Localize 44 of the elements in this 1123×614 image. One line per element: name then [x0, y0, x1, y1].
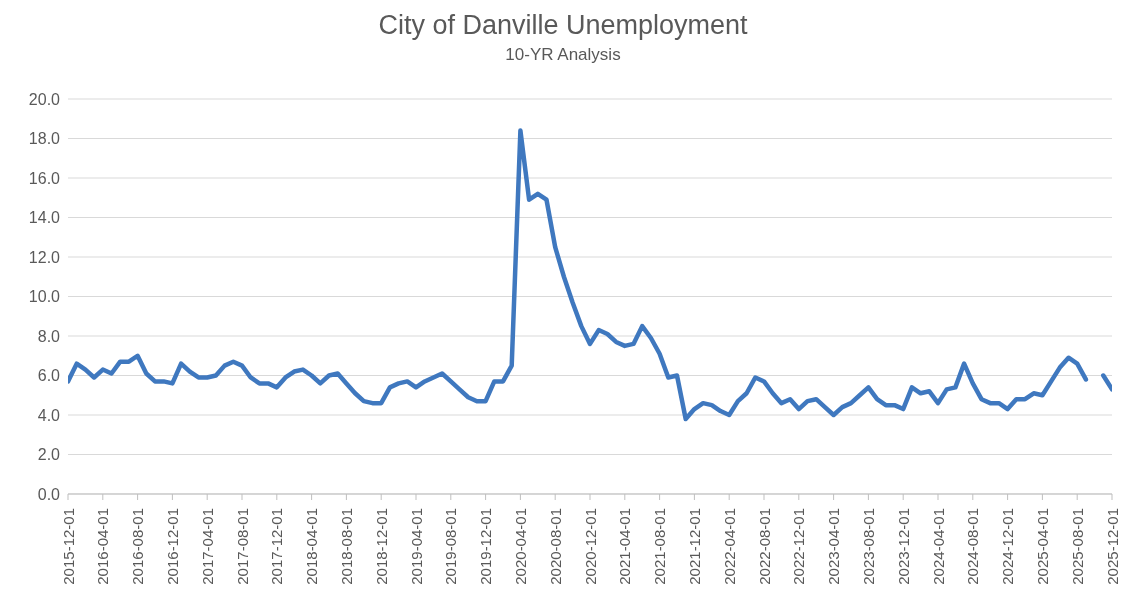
- x-tick-label: 2024-08-01: [964, 508, 982, 585]
- x-tick-label: 2021-04-01: [616, 508, 634, 585]
- x-tick-label: 2025-12-01: [1103, 508, 1121, 585]
- x-tick-label: 2017-04-01: [198, 508, 216, 585]
- chart-subtitle: 10-YR Analysis: [504, 45, 622, 65]
- x-tick-label: 2015-12-01: [59, 508, 77, 585]
- y-tick-label: 18.0: [28, 130, 61, 148]
- x-tick-label: 2023-04-01: [825, 508, 843, 585]
- x-tick-label: 2024-12-01: [999, 508, 1017, 585]
- x-tick-label: 2018-12-01: [372, 508, 390, 585]
- y-tick-label: 4.0: [37, 406, 61, 424]
- x-tick-label: 2021-12-01: [685, 508, 703, 585]
- y-tick-label: 12.0: [28, 248, 61, 266]
- y-tick-label: 2.0: [37, 446, 61, 464]
- x-tick-label: 2018-04-01: [303, 508, 321, 585]
- y-tick-label: 0.0: [37, 485, 61, 503]
- y-tick-label: 10.0: [28, 288, 61, 306]
- x-tick-label: 2016-04-01: [94, 508, 112, 585]
- y-tick-label: 8.0: [37, 327, 61, 345]
- x-tick-label: 2020-12-01: [581, 508, 599, 585]
- y-tick-label: 6.0: [37, 367, 61, 385]
- x-tick-label: 2019-04-01: [407, 508, 425, 585]
- x-tick-label: 2020-04-01: [511, 508, 529, 585]
- x-tick-label: 2016-08-01: [129, 508, 147, 585]
- chart-title: City of Danville Unemployment: [377, 9, 749, 41]
- x-tick-label: 2023-08-01: [859, 508, 877, 585]
- x-tick-label: 2021-08-01: [651, 508, 669, 585]
- x-tick-label: 2022-08-01: [755, 508, 773, 585]
- y-tick-label: 16.0: [28, 169, 61, 187]
- x-tick-label: 2018-08-01: [337, 508, 355, 585]
- x-tick-label: 2023-12-01: [894, 508, 912, 585]
- y-tick-label: 14.0: [28, 209, 61, 227]
- x-tick-label: 2025-04-01: [1033, 508, 1051, 585]
- x-tick-label: 2019-12-01: [477, 508, 495, 585]
- y-tick-label: 20.0: [28, 90, 61, 108]
- x-tick-label: 2025-08-01: [1068, 508, 1086, 585]
- x-tick-label: 2020-08-01: [546, 508, 564, 585]
- x-tick-label: 2024-04-01: [929, 508, 947, 585]
- x-tick-label: 2017-12-01: [268, 508, 286, 585]
- x-tick-label: 2019-08-01: [442, 508, 460, 585]
- x-tick-label: 2022-04-01: [720, 508, 738, 585]
- x-tick-label: 2016-12-01: [163, 508, 181, 585]
- x-tick-label: 2017-08-01: [233, 508, 251, 585]
- x-tick-label: 2022-12-01: [790, 508, 808, 585]
